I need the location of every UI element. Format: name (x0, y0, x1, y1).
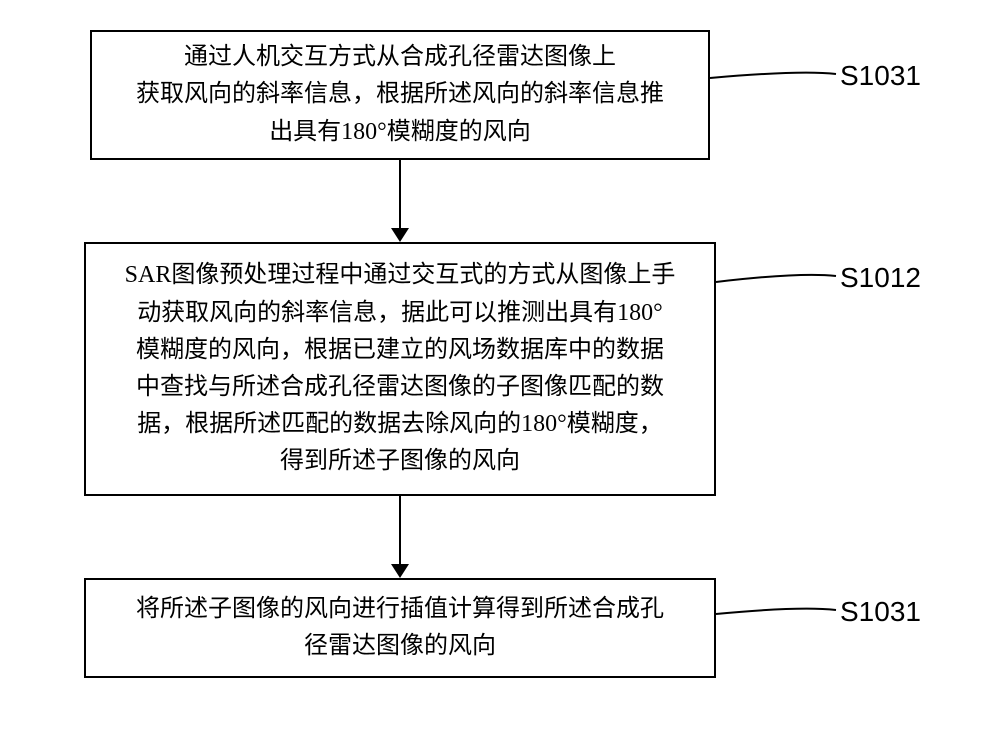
leader-2 (714, 604, 838, 616)
leader-1 (714, 270, 838, 284)
flow-node-n2: SAR图像预处理过程中通过交互式的方式从图像上手 动获取风向的斜率信息，据此可以… (84, 242, 716, 496)
step-label-n3: S1031 (840, 596, 921, 628)
step-label-n2: S1012 (840, 262, 921, 294)
arrow-n1-n2 (389, 160, 411, 242)
flow-node-text: 将所述子图像的风向进行插值计算得到所述合成孔 径雷达图像的风向 (136, 591, 664, 665)
arrow-n2-n3 (389, 496, 411, 578)
step-label-n1: S1031 (840, 60, 921, 92)
flow-node-text: 通过人机交互方式从合成孔径雷达图像上 获取风向的斜率信息，根据所述风向的斜率信息… (136, 39, 664, 151)
flow-node-n1: 通过人机交互方式从合成孔径雷达图像上 获取风向的斜率信息，根据所述风向的斜率信息… (90, 30, 710, 160)
flow-node-n3: 将所述子图像的风向进行插值计算得到所述合成孔 径雷达图像的风向 (84, 578, 716, 678)
leader-0 (708, 68, 838, 80)
flow-node-text: SAR图像预处理过程中通过交互式的方式从图像上手 动获取风向的斜率信息，据此可以… (125, 257, 676, 480)
flowchart-canvas: 通过人机交互方式从合成孔径雷达图像上 获取风向的斜率信息，根据所述风向的斜率信息… (0, 0, 1000, 733)
